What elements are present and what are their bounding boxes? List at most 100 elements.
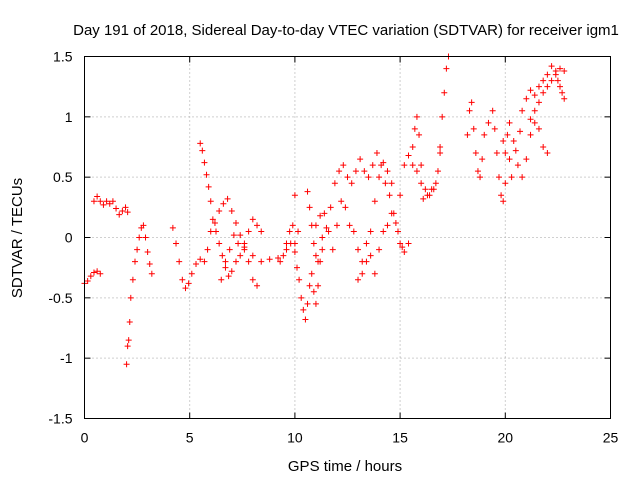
data-point	[474, 168, 481, 175]
data-point	[418, 180, 425, 187]
data-point	[329, 246, 336, 253]
data-point	[245, 228, 252, 235]
data-point	[327, 204, 334, 211]
data-point	[502, 150, 509, 157]
data-point	[514, 162, 521, 169]
data-point	[468, 99, 475, 106]
data-point	[384, 222, 391, 229]
data-point	[355, 246, 362, 253]
data-point	[294, 264, 301, 271]
data-point	[401, 248, 408, 255]
data-point	[317, 212, 324, 219]
data-point	[523, 95, 530, 102]
data-point	[399, 244, 406, 251]
chart-title: Day 191 of 2018, Sidereal Day-to-day VTE…	[73, 22, 619, 39]
data-point	[363, 240, 370, 247]
data-point	[225, 273, 232, 280]
data-point	[97, 198, 104, 205]
data-point	[310, 288, 317, 295]
data-point	[380, 159, 387, 166]
data-point	[409, 162, 416, 169]
data-point	[94, 268, 101, 275]
data-point	[230, 232, 237, 239]
data-point	[426, 192, 433, 199]
data-point	[416, 131, 423, 138]
data-point	[439, 113, 446, 120]
data-point	[441, 89, 448, 96]
data-point	[527, 131, 534, 138]
data-point	[470, 125, 477, 132]
data-point	[544, 71, 551, 78]
data-point	[140, 222, 147, 229]
data-point	[388, 210, 395, 217]
data-point	[430, 186, 437, 193]
data-point	[205, 183, 212, 190]
data-point	[359, 270, 366, 277]
data-point	[125, 337, 132, 344]
data-point	[466, 107, 473, 114]
data-point	[344, 174, 351, 181]
x-axis-label: GPS time / hours	[288, 458, 402, 475]
plot-frame	[84, 56, 611, 419]
data-point	[286, 228, 293, 235]
data-point	[369, 162, 376, 169]
data-point	[437, 144, 444, 150]
y-tick-label: 1.5	[53, 49, 73, 65]
x-tick-label: 20	[498, 430, 514, 446]
x-tick-label: 25	[603, 430, 619, 446]
data-point	[193, 261, 200, 268]
data-point	[376, 174, 383, 181]
data-point	[289, 222, 296, 229]
data-point	[306, 282, 313, 289]
data-point	[315, 258, 322, 265]
data-point	[232, 220, 239, 227]
data-point	[176, 258, 183, 265]
data-point	[197, 256, 204, 263]
data-point	[291, 240, 298, 247]
data-point	[87, 273, 94, 280]
data-point	[420, 195, 427, 202]
y-tick-label: 0.5	[53, 169, 73, 185]
data-point	[350, 228, 357, 235]
data-point	[548, 63, 555, 70]
data-point	[561, 67, 568, 74]
data-point	[185, 280, 192, 287]
axis-ticks	[84, 56, 611, 419]
y-tick-label: 1	[65, 109, 73, 125]
data-point	[84, 277, 91, 284]
data-point	[144, 248, 151, 255]
data-point	[203, 171, 210, 178]
data-point	[432, 180, 439, 187]
data-point	[300, 306, 307, 313]
data-point	[405, 152, 412, 159]
data-point	[306, 204, 313, 211]
data-point	[367, 228, 374, 235]
data-point	[443, 65, 450, 72]
data-point	[228, 207, 235, 214]
data-point	[119, 207, 126, 214]
data-point	[222, 258, 229, 265]
data-point	[216, 240, 223, 247]
data-point	[517, 128, 524, 135]
data-points	[81, 53, 568, 368]
data-point	[540, 77, 547, 84]
data-point	[232, 258, 239, 265]
data-point	[544, 150, 551, 157]
data-point	[346, 222, 353, 229]
data-point	[100, 201, 107, 208]
data-point	[491, 125, 498, 132]
data-point	[213, 228, 219, 235]
data-point	[173, 240, 180, 247]
data-point	[254, 222, 261, 229]
data-point	[209, 216, 216, 223]
data-point	[357, 156, 364, 163]
data-point	[382, 180, 389, 187]
data-point	[479, 156, 486, 163]
data-point	[477, 174, 484, 181]
data-point	[136, 234, 143, 241]
data-point	[249, 276, 256, 283]
data-point	[197, 140, 204, 147]
data-point	[367, 252, 374, 259]
data-point	[199, 147, 206, 154]
data-point	[94, 193, 101, 200]
